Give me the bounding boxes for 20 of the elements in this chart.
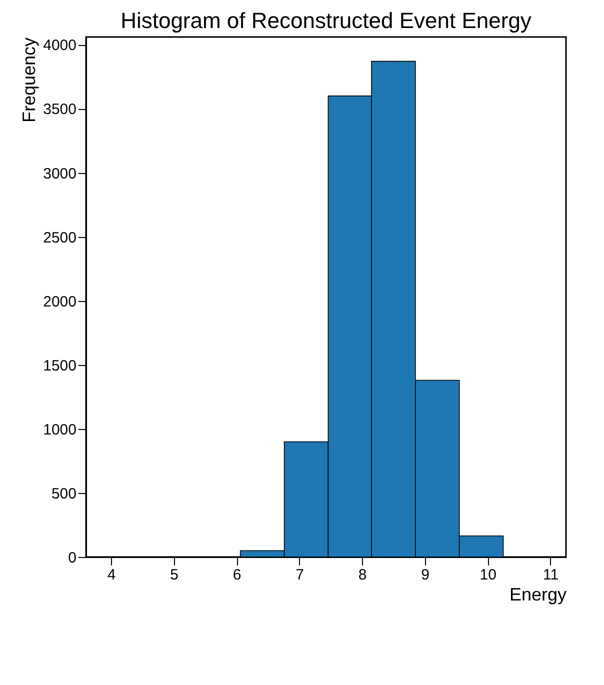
y-axis-title: Frequency (19, 38, 40, 123)
y-tick-label: 1000 (43, 421, 76, 438)
y-tick-label: 3000 (43, 165, 76, 182)
y-tick-label: 500 (51, 485, 76, 502)
x-axis-title: Energy (509, 584, 566, 604)
y-tick-label: 0 (68, 550, 76, 566)
x-tick-label: 7 (296, 566, 304, 584)
y-tick-label: 4000 (43, 37, 76, 54)
x-tick-label: 9 (421, 566, 430, 584)
y-tick-label: 2500 (43, 229, 76, 246)
y-tick-label: 2000 (43, 293, 76, 310)
y-tick-label: 1500 (43, 357, 76, 374)
x-tick-label: 11 (543, 566, 559, 584)
x-tick-label: 5 (170, 566, 179, 584)
chart-title: Histogram of Reconstructed Event Energy (120, 8, 532, 33)
x-tick-label: 6 (232, 566, 242, 584)
x-tick-label: 10 (480, 566, 496, 584)
x-tick-label: 4 (107, 566, 116, 584)
x-tick-label: 8 (358, 566, 367, 584)
y-tick-label: 3500 (43, 101, 76, 118)
